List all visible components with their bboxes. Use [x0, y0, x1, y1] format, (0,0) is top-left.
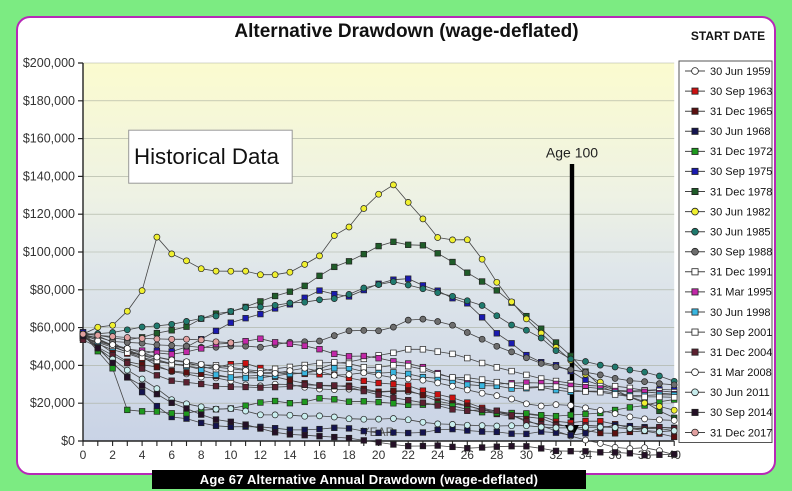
svg-text:$100,000: $100,000 [23, 245, 75, 259]
svg-text:30 Jun 2011: 30 Jun 2011 [710, 387, 770, 399]
svg-text:22: 22 [402, 448, 416, 462]
svg-text:30 Jun 1959: 30 Jun 1959 [710, 66, 771, 78]
svg-text:30 Sep 1975: 30 Sep 1975 [710, 166, 772, 178]
svg-text:31 Dec 1991: 31 Dec 1991 [710, 267, 772, 279]
svg-text:31 Mar 1995: 31 Mar 1995 [710, 287, 772, 299]
svg-text:31 Dec 2017: 31 Dec 2017 [710, 427, 772, 439]
svg-text:24: 24 [431, 448, 445, 462]
svg-text:30 Jun 1998: 30 Jun 1998 [710, 307, 771, 319]
svg-text:30: 30 [520, 448, 534, 462]
svg-text:8: 8 [198, 448, 205, 462]
svg-text:0: 0 [80, 448, 87, 462]
svg-text:16: 16 [313, 448, 327, 462]
svg-text:30 Sep 1988: 30 Sep 1988 [710, 247, 772, 259]
svg-text:START DATE: START DATE [691, 29, 765, 43]
svg-text:$120,000: $120,000 [23, 207, 75, 221]
svg-text:14: 14 [283, 448, 297, 462]
svg-text:31 Dec 1978: 31 Dec 1978 [710, 186, 772, 198]
svg-text:$180,000: $180,000 [23, 94, 75, 108]
svg-text:4: 4 [139, 448, 146, 462]
svg-text:31 Dec 2004: 31 Dec 2004 [710, 347, 772, 359]
svg-text:30 Jun 1985: 30 Jun 1985 [710, 227, 771, 239]
svg-text:$20,000: $20,000 [30, 396, 75, 410]
svg-text:$160,000: $160,000 [23, 132, 75, 146]
svg-text:Age 100: Age 100 [546, 145, 598, 161]
svg-text:20: 20 [372, 448, 386, 462]
svg-text:31 Dec 1965: 31 Dec 1965 [710, 106, 772, 118]
svg-text:31 Dec 1972: 31 Dec 1972 [710, 146, 772, 158]
svg-text:$60,000: $60,000 [30, 321, 75, 335]
svg-text:2: 2 [109, 448, 116, 462]
svg-text:6: 6 [168, 448, 175, 462]
svg-text:Historical Data: Historical Data [134, 144, 280, 169]
svg-text:$140,000: $140,000 [23, 169, 75, 183]
svg-text:28: 28 [490, 448, 504, 462]
svg-text:18: 18 [342, 448, 356, 462]
svg-text:$80,000: $80,000 [30, 283, 75, 297]
svg-text:31 Mar 2008: 31 Mar 2008 [710, 367, 772, 379]
svg-text:$0: $0 [61, 434, 75, 448]
svg-text:30 Sep 2014: 30 Sep 2014 [710, 407, 772, 419]
svg-text:$40,000: $40,000 [30, 358, 75, 372]
svg-text:30 Sep 2001: 30 Sep 2001 [710, 327, 772, 339]
svg-text:10: 10 [224, 448, 238, 462]
svg-text:$200,000: $200,000 [23, 56, 75, 70]
svg-text:30 Jun 1968: 30 Jun 1968 [710, 126, 771, 138]
svg-text:30 Jun 1982: 30 Jun 1982 [710, 206, 771, 218]
svg-text:12: 12 [254, 448, 268, 462]
svg-text:30 Sep 1963: 30 Sep 1963 [710, 86, 772, 98]
